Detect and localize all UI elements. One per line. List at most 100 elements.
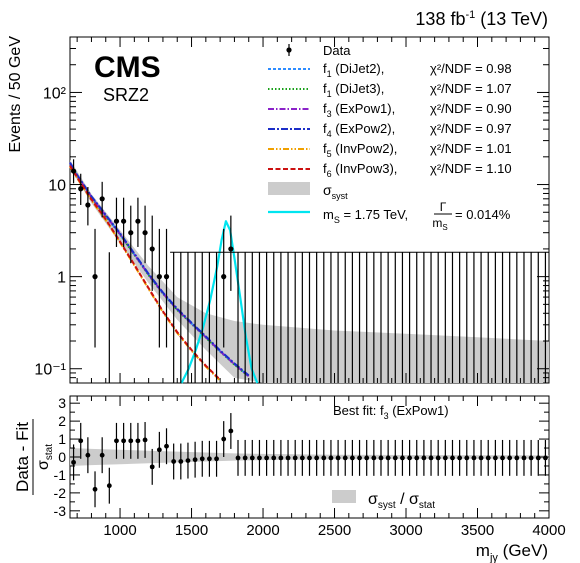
data-points-layer bbox=[70, 159, 549, 383]
pull-point bbox=[192, 457, 198, 463]
pull-point bbox=[407, 455, 412, 461]
legend-fit-chi2: χ²/NDF = 1.01 bbox=[430, 141, 512, 156]
legend-fit-label: f4 (ExPow2), bbox=[323, 121, 395, 139]
pull-points-layer bbox=[71, 413, 548, 508]
top-y-tick-label: 10 bbox=[48, 178, 66, 195]
x-tick-label: 3000 bbox=[389, 522, 422, 539]
pull-point bbox=[278, 455, 284, 461]
pull-point bbox=[71, 459, 76, 465]
legend-fit-chi2: χ²/NDF = 0.97 bbox=[430, 121, 512, 136]
pull-point bbox=[471, 455, 477, 461]
pull-point bbox=[135, 438, 141, 444]
pull-point bbox=[149, 464, 155, 470]
experiment-label: CMS bbox=[94, 51, 161, 84]
x-axis-title: mjγ (GeV) bbox=[476, 541, 548, 563]
data-point bbox=[135, 218, 141, 224]
pull-point bbox=[378, 455, 384, 461]
legend-signal-frac-num: Γ bbox=[440, 200, 447, 214]
pull-point bbox=[99, 452, 105, 458]
pull-point bbox=[121, 438, 127, 444]
legend-syst-label: σsyst bbox=[323, 182, 348, 201]
pull-point bbox=[114, 438, 119, 444]
pull-point bbox=[357, 455, 362, 461]
pull-point bbox=[271, 455, 277, 461]
pull-point bbox=[507, 455, 513, 461]
legend-fit-chi2: χ²/NDF = 0.90 bbox=[430, 101, 512, 116]
pull-point bbox=[521, 455, 527, 461]
legend-fit-label: f1 (DiJet3), bbox=[323, 81, 384, 99]
pull-point bbox=[400, 455, 405, 461]
pull-point bbox=[442, 455, 448, 461]
pull-point bbox=[164, 443, 169, 449]
pull-point bbox=[257, 455, 262, 461]
data-point bbox=[128, 230, 134, 236]
pull-point bbox=[142, 437, 148, 443]
legend-data-label: Data bbox=[323, 43, 351, 58]
pull-point bbox=[314, 455, 320, 461]
legend-data-marker bbox=[286, 47, 292, 53]
pull-point bbox=[392, 455, 398, 461]
data-point bbox=[221, 274, 227, 280]
pull-point bbox=[199, 456, 205, 462]
data-point bbox=[99, 196, 105, 202]
pull-point bbox=[85, 452, 91, 458]
top-axes-layer: 10⁻¹ 1 10 10² bbox=[34, 36, 550, 384]
ratio-band-legend-swatch bbox=[332, 490, 356, 503]
pull-point bbox=[185, 458, 191, 463]
x-tick-label: 2500 bbox=[318, 522, 351, 539]
x-tick-label: 4000 bbox=[532, 522, 565, 539]
region-label: SRZ2 bbox=[103, 85, 149, 105]
data-point bbox=[70, 168, 77, 174]
pull-point bbox=[349, 455, 355, 461]
pull-point bbox=[500, 455, 505, 461]
legend-syst-swatch bbox=[268, 182, 310, 195]
pull-point bbox=[264, 455, 270, 461]
legend-fit-label: f6 (InvPow3), bbox=[323, 161, 397, 179]
pull-point bbox=[492, 455, 498, 461]
legend-fit-label: f5 (InvPow2), bbox=[323, 141, 397, 159]
data-point bbox=[163, 274, 170, 280]
legend-fit-label: f3 (ExPow1), bbox=[323, 101, 395, 119]
pull-point bbox=[514, 455, 520, 461]
best-fit-annotation: Best fit: f3 (ExPow1) bbox=[333, 403, 449, 421]
syst-uncertainty-band bbox=[70, 159, 549, 383]
fit-curve-6 bbox=[69, 165, 221, 381]
bottom-axes-layer: 1000 1500 2000 2500 3000 3500 4000 -3 -2 -1 0 1 2 3 bbox=[54, 395, 566, 539]
ratio-band-legend-label: σsyst / σstat bbox=[368, 491, 435, 511]
bottom-y-tick-label: 2 bbox=[58, 413, 66, 429]
data-point bbox=[85, 202, 91, 208]
pull-point bbox=[128, 438, 134, 444]
lumi-header: 138 fb-1 (13 TeV) bbox=[415, 9, 548, 29]
legend-fit-chi2: χ²/NDF = 1.10 bbox=[430, 161, 512, 176]
pull-point bbox=[78, 438, 84, 444]
pull-point bbox=[335, 455, 341, 461]
bottom-y-tick-label: 0 bbox=[58, 449, 66, 465]
pull-point bbox=[292, 455, 298, 461]
pull-point bbox=[478, 455, 484, 461]
pull-point bbox=[106, 483, 112, 489]
x-tick-label: 2000 bbox=[246, 522, 279, 539]
bottom-y-tick-label: -2 bbox=[54, 485, 67, 501]
bottom-y-title-denominator: σstat bbox=[35, 444, 55, 470]
pull-point bbox=[242, 455, 248, 461]
data-point bbox=[142, 230, 148, 236]
bottom-y-tick-label: -1 bbox=[54, 467, 67, 483]
pull-point bbox=[178, 459, 184, 464]
pull-point bbox=[171, 459, 177, 464]
pull-point bbox=[92, 486, 98, 492]
data-point bbox=[121, 218, 127, 224]
pull-point bbox=[371, 455, 377, 461]
top-y-tick-label: 1 bbox=[57, 270, 66, 287]
legend-fit-chi2: χ²/NDF = 0.98 bbox=[430, 61, 512, 76]
data-point bbox=[92, 274, 98, 280]
fit-curves-layer bbox=[69, 162, 250, 382]
bottom-y-axis-title: Data - Fit σstat bbox=[13, 419, 55, 495]
pull-point bbox=[428, 455, 434, 461]
data-point bbox=[113, 218, 120, 224]
pull-point bbox=[307, 455, 312, 461]
legend-signal-label: mS = 1.75 TeV, bbox=[323, 207, 408, 225]
pull-point bbox=[235, 455, 241, 461]
pull-point bbox=[364, 455, 370, 461]
pull-point bbox=[457, 455, 463, 461]
